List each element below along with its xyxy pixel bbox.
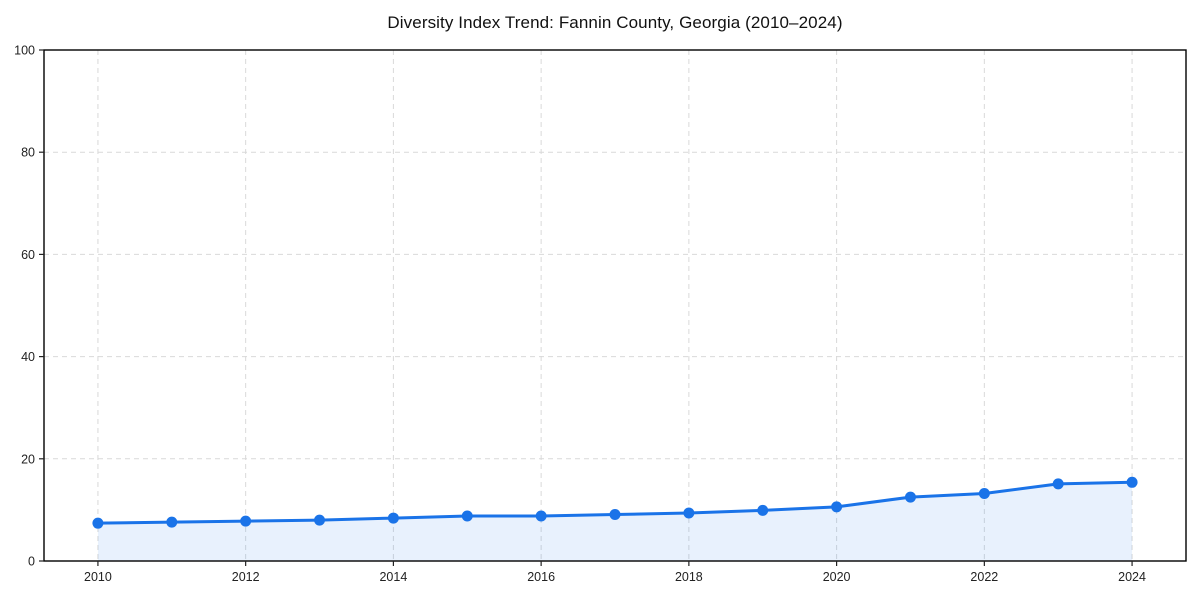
x-tick-label: 2024 [1118, 570, 1146, 584]
y-tick-label: 20 [21, 452, 35, 466]
data-point-2014 [387, 512, 399, 524]
chart-title: Diversity Index Trend: Fannin County, Ge… [387, 13, 843, 32]
data-point-2015 [461, 510, 473, 522]
data-point-2016 [535, 510, 547, 522]
x-tick-label: 2022 [970, 570, 998, 584]
data-point-2012 [240, 515, 252, 527]
data-point-2023 [1052, 478, 1064, 490]
x-tick-label: 2014 [379, 570, 407, 584]
x-tick-label: 2010 [84, 570, 112, 584]
data-point-2022 [978, 488, 990, 500]
y-tick-label: 40 [21, 350, 35, 364]
y-tick-label: 100 [14, 44, 35, 58]
y-tick-label: 0 [28, 555, 35, 569]
data-point-2010 [92, 517, 104, 529]
y-tick-label: 60 [21, 248, 35, 262]
area-fill [97, 482, 1133, 561]
x-tick-label: 2018 [675, 570, 703, 584]
data-point-2018 [683, 507, 695, 519]
x-tick-label: 2012 [232, 570, 260, 584]
data-point-2020 [831, 501, 843, 513]
data-point-2021 [904, 491, 916, 503]
data-point-2017 [609, 508, 621, 520]
y-tick-label: 80 [21, 146, 35, 160]
data-point-2024 [1126, 476, 1138, 488]
x-tick-label: 2020 [823, 570, 851, 584]
data-point-2019 [757, 504, 769, 516]
data-point-2013 [314, 514, 326, 526]
x-tick-label: 2016 [527, 570, 555, 584]
plot-border [43, 49, 1187, 562]
data-point-2011 [166, 516, 178, 528]
